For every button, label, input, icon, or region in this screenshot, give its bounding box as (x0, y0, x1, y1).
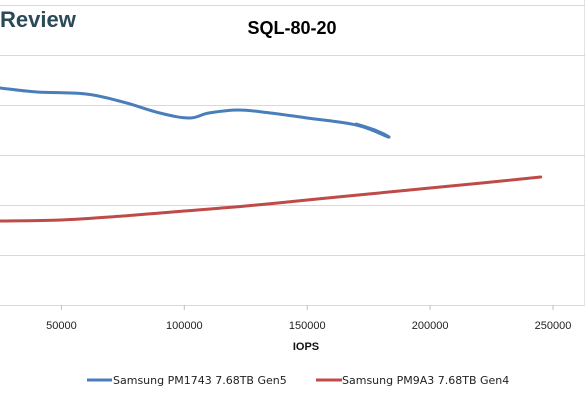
x-axis: 50000 100000 150000 200000 250000 (46, 305, 571, 332)
brand-logo: Review (0, 7, 77, 32)
legend-label-pm1743: Samsung PM1743 7.68TB Gen5 (113, 374, 287, 387)
legend: Samsung PM1743 7.68TB Gen5 Samsung PM9A3… (87, 374, 509, 387)
legend-item-pm1743: Samsung PM1743 7.68TB Gen5 (87, 374, 287, 387)
x-tick-label-3: 200000 (412, 320, 449, 332)
x-tick-label-4: 250000 (535, 320, 572, 332)
x-axis-title: IOPS (293, 341, 319, 353)
gridlines (0, 5, 585, 306)
x-tick-label-1: 100000 (166, 320, 203, 332)
x-tick-label-2: 150000 (289, 320, 326, 332)
x-tick-label-0: 50000 (46, 320, 77, 332)
series-line-pm1743 (0, 86, 391, 139)
legend-item-pm9a3: Samsung PM9A3 7.68TB Gen4 (316, 374, 509, 387)
series-line-pm9a3 (0, 175, 543, 223)
legend-label-pm9a3: Samsung PM9A3 7.68TB Gen4 (342, 374, 509, 387)
chart-title: SQL-80-20 (247, 18, 336, 38)
series-layer (0, 86, 543, 223)
